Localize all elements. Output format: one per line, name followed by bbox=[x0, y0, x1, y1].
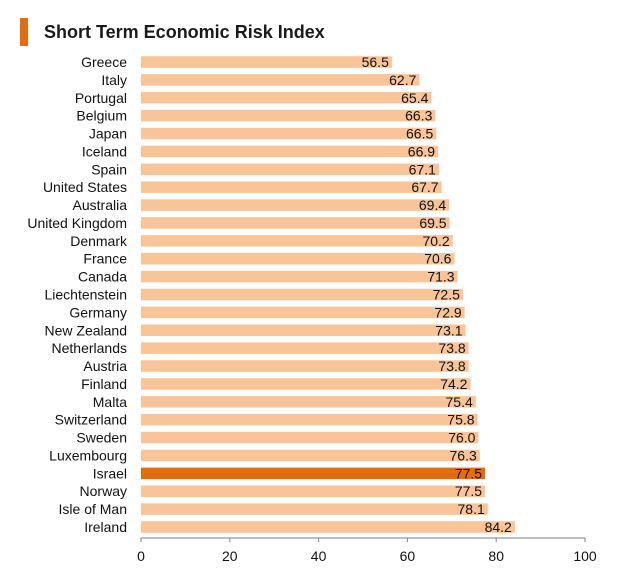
value-label: 84.2 bbox=[485, 519, 512, 535]
bar bbox=[141, 413, 478, 426]
category-label: Japan bbox=[89, 126, 127, 142]
bar bbox=[141, 270, 458, 283]
x-tick-label: 100 bbox=[573, 548, 597, 564]
value-label: 67.7 bbox=[411, 179, 438, 195]
value-label: 66.5 bbox=[406, 126, 433, 142]
x-tick-label: 20 bbox=[222, 548, 238, 564]
bar bbox=[141, 199, 450, 211]
bar bbox=[141, 181, 442, 193]
category-label: Switzerland bbox=[55, 412, 127, 428]
bar bbox=[141, 74, 420, 86]
bar bbox=[141, 396, 476, 408]
bar bbox=[141, 306, 465, 319]
bar bbox=[141, 324, 466, 337]
bar bbox=[141, 163, 439, 176]
value-label: 72.9 bbox=[434, 304, 461, 320]
bar bbox=[141, 360, 469, 372]
value-label: 76.0 bbox=[448, 430, 475, 446]
category-label: United States bbox=[43, 179, 127, 195]
bar bbox=[141, 92, 432, 104]
category-label: Germany bbox=[69, 304, 127, 320]
category-label: Israel bbox=[93, 465, 127, 481]
category-label: Greece bbox=[81, 54, 127, 70]
bar bbox=[141, 485, 486, 497]
value-label: 66.9 bbox=[408, 143, 435, 159]
value-label: 69.5 bbox=[419, 215, 446, 231]
category-label: United Kingdom bbox=[27, 215, 127, 231]
bar bbox=[141, 109, 436, 122]
chart-title-block: Short Term Economic Risk Index bbox=[20, 18, 325, 46]
bar bbox=[141, 521, 515, 533]
value-label: 69.4 bbox=[419, 197, 446, 213]
value-label: 74.2 bbox=[440, 376, 467, 392]
title-accent-bar bbox=[20, 18, 28, 46]
category-label: Iceland bbox=[82, 143, 127, 159]
bar bbox=[141, 288, 463, 301]
value-label: 72.5 bbox=[433, 287, 460, 303]
x-tick-label: 0 bbox=[137, 548, 145, 564]
value-label: 73.8 bbox=[438, 358, 465, 374]
bar-highlighted bbox=[141, 467, 486, 480]
bar bbox=[141, 503, 488, 515]
category-label: Canada bbox=[78, 269, 127, 285]
category-label: Finland bbox=[81, 376, 127, 392]
category-label: Isle of Man bbox=[59, 501, 127, 517]
value-label: 73.1 bbox=[435, 322, 462, 338]
bar bbox=[141, 217, 450, 229]
category-label: Ireland bbox=[84, 519, 127, 535]
value-label: 75.8 bbox=[447, 412, 474, 428]
value-label: 62.7 bbox=[389, 72, 416, 88]
x-tick-label: 60 bbox=[400, 548, 416, 564]
category-label: Liechtenstein bbox=[44, 287, 127, 303]
x-tick-label: 80 bbox=[488, 548, 504, 564]
x-tick-label: 40 bbox=[311, 548, 327, 564]
bar bbox=[141, 145, 439, 158]
category-label: Netherlands bbox=[52, 340, 128, 356]
value-label: 70.6 bbox=[424, 251, 451, 267]
bar bbox=[141, 342, 469, 354]
category-label: Australia bbox=[73, 197, 128, 213]
category-label: Italy bbox=[101, 72, 127, 88]
category-label: Denmark bbox=[70, 233, 128, 249]
bar bbox=[141, 127, 437, 140]
value-label: 56.5 bbox=[362, 54, 389, 70]
bar bbox=[141, 56, 392, 68]
category-label: Austria bbox=[83, 358, 127, 374]
value-label: 75.4 bbox=[446, 394, 473, 410]
value-label: 65.4 bbox=[401, 90, 428, 106]
category-label: Portugal bbox=[75, 90, 127, 106]
value-label: 66.3 bbox=[405, 108, 432, 124]
value-label: 71.3 bbox=[427, 269, 454, 285]
bar bbox=[141, 378, 471, 390]
category-label: Belgium bbox=[76, 108, 127, 124]
value-label: 67.1 bbox=[409, 161, 436, 177]
value-label: 70.2 bbox=[422, 233, 449, 249]
bar bbox=[141, 235, 453, 247]
category-label: Norway bbox=[80, 483, 127, 499]
value-label: 76.3 bbox=[450, 447, 477, 463]
bar bbox=[141, 252, 455, 265]
value-label: 78.1 bbox=[458, 501, 485, 517]
bar bbox=[141, 449, 480, 462]
value-label: 73.8 bbox=[438, 340, 465, 356]
value-label: 77.5 bbox=[455, 465, 482, 481]
category-label: Malta bbox=[93, 394, 127, 410]
category-label: Spain bbox=[91, 161, 127, 177]
category-label: New Zealand bbox=[45, 322, 128, 338]
bar bbox=[141, 431, 479, 444]
category-label: Sweden bbox=[76, 430, 127, 446]
category-label: France bbox=[83, 251, 127, 267]
value-label: 77.5 bbox=[455, 483, 482, 499]
category-label: Luxembourg bbox=[49, 447, 127, 463]
chart-title: Short Term Economic Risk Index bbox=[44, 21, 325, 42]
